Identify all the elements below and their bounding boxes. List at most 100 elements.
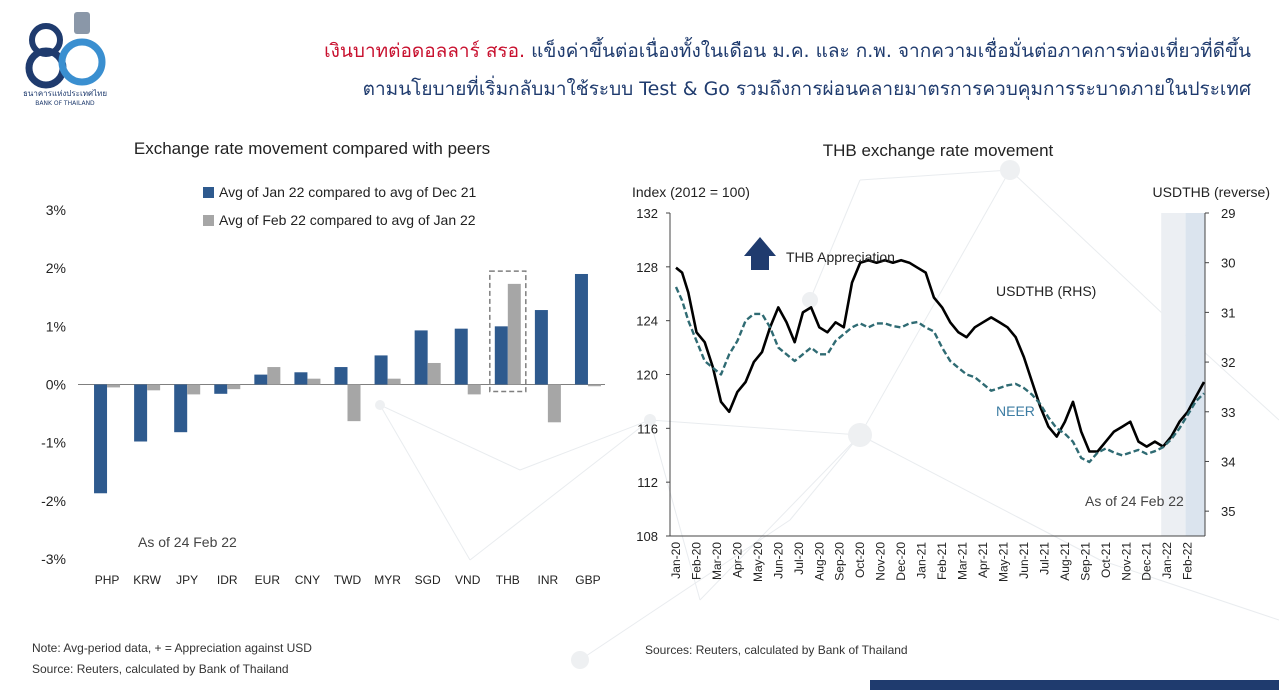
page-headline: เงินบาทต่อดอลลาร์ สรอ. แข็งค่าขึ้นต่อเนื… [241, 32, 1251, 108]
right-y2-tick-label: 34 [1221, 454, 1235, 469]
right-y-axis-label: Index (2012 = 100) [632, 184, 750, 200]
bar-SGD-jan [414, 330, 428, 385]
bar-EUR-jan [254, 374, 268, 385]
right-y2-tick-label: 35 [1221, 504, 1235, 519]
left-x-tick-label: MYR [374, 573, 401, 587]
left-x-tick-label: PHP [95, 573, 120, 587]
bar-THB-jan [494, 326, 508, 385]
right-x-tick-label: Aug-20 [812, 542, 826, 581]
bank-of-thailand-logo: ธนาคารแห่งประเทศไทย BANK OF THAILAND [10, 6, 120, 108]
right-y-tick-label: 116 [637, 421, 658, 436]
right-x-tick-label: Sep-21 [1078, 542, 1092, 581]
right-annotation-date: As of 24 Feb 22 [1085, 493, 1184, 509]
label-neer: NEER [996, 403, 1035, 419]
right-y2-axis-label: USDTHB (reverse) [1153, 184, 1270, 200]
right-y-tick-label: 128 [636, 260, 658, 275]
shade-feb-22 [1185, 213, 1205, 536]
right-y2-tick-label: 32 [1221, 355, 1235, 370]
right-x-tick-label: Oct-20 [853, 542, 867, 578]
left-y-tick-label: 3% [46, 202, 66, 218]
right-x-tick-label: Dec-20 [894, 542, 908, 581]
right-x-tick-label: Jan-22 [1160, 542, 1174, 579]
left-x-tick-label: GBP [575, 573, 600, 587]
bar-MYR-jan [374, 355, 388, 385]
bar-CNY-jan [294, 372, 308, 385]
bar-GBP-jan [574, 273, 588, 385]
bar-CNY-feb [307, 378, 321, 385]
left-y-tick-label: -1% [41, 435, 66, 451]
right-x-tick-label: Feb-22 [1181, 542, 1195, 580]
legend-swatch-feb [203, 215, 214, 226]
bar-IDR-feb [227, 384, 241, 390]
left-x-tick-label: TWD [334, 573, 362, 587]
left-chart-title: Exchange rate movement compared with pee… [134, 139, 490, 158]
right-x-tick-label: Jan-21 [915, 542, 929, 579]
left-x-tick-label: KRW [133, 573, 161, 587]
right-y-tick-label: 108 [636, 529, 658, 544]
right-x-tick-label: Jun-21 [1017, 542, 1031, 579]
legend-swatch-jan [203, 187, 214, 198]
right-x-tick-label: Aug-21 [1058, 542, 1072, 581]
left-y-tick-label: -3% [41, 551, 66, 567]
right-y-tick-label: 120 [636, 368, 658, 383]
appreciation-label: THB Appreciation [786, 249, 895, 265]
bar-IDR-jan [214, 384, 228, 394]
left-y-tick-label: 0% [46, 377, 66, 393]
right-x-tick-label: Jun-20 [771, 542, 785, 579]
bar-PHP-jan [94, 384, 108, 494]
bar-JPY-feb [187, 384, 201, 395]
bar-EUR-feb [267, 367, 281, 385]
bar-VND-jan [454, 328, 468, 385]
headline-line-2: ตามนโยบายที่เริ่มกลับมาใช้ระบบ Test & Go… [362, 78, 1251, 100]
bar-THB-feb [507, 283, 521, 385]
label-usdthb: USDTHB (RHS) [996, 283, 1096, 299]
bar-VND-feb [467, 384, 481, 395]
bar-MYR-feb [387, 378, 401, 385]
right-y-tick-label: 112 [637, 475, 658, 490]
right-x-tick-label: Nov-20 [874, 542, 888, 581]
left-x-tick-label: SGD [415, 573, 441, 587]
bar-TWD-jan [334, 367, 348, 385]
left-annotation-date: As of 24 Feb 22 [138, 534, 237, 550]
bar-JPY-jan [174, 384, 188, 433]
bar-GBP-feb [587, 384, 601, 387]
legend-label-jan: Avg of Jan 22 compared to avg of Dec 21 [219, 184, 477, 200]
left-x-tick-label: JPY [176, 573, 198, 587]
shade-jan-22 [1161, 213, 1186, 536]
headline-highlight: เงินบาทต่อดอลลาร์ สรอ. [324, 40, 526, 62]
series-neer-line [674, 286, 1205, 464]
left-x-tick-label: INR [538, 573, 559, 587]
right-x-tick-label: Jan-20 [669, 542, 683, 579]
right-y-tick-label: 132 [636, 206, 658, 221]
right-x-tick-label: Jul-20 [792, 542, 806, 575]
right-x-tick-label: Sep-20 [833, 542, 847, 581]
right-x-tick-label: May-21 [996, 542, 1010, 582]
left-note: Note: Avg-period data, + = Appreciation … [32, 641, 312, 655]
right-chart-title: THB exchange rate movement [823, 141, 1054, 160]
right-x-tick-label: Nov-21 [1119, 542, 1133, 581]
headline-line1-text: แข็งค่าขึ้นต่อเนื่องทั้งในเดือน ม.ค. และ… [525, 40, 1251, 62]
left-y-tick-label: -2% [41, 493, 66, 509]
bar-KRW-jan [134, 384, 148, 442]
logo-english-text: BANK OF THAILAND [35, 100, 95, 107]
legend-label-feb: Avg of Feb 22 compared to avg of Jan 22 [219, 212, 476, 228]
right-y2-tick-label: 33 [1221, 405, 1235, 420]
right-y-tick-label: 124 [636, 314, 658, 329]
left-x-tick-label: IDR [217, 573, 238, 587]
left-x-tick-label: EUR [255, 573, 281, 587]
series-usdthb-line [675, 258, 1206, 453]
right-x-tick-label: Jul-21 [1037, 542, 1051, 575]
right-x-tick-label: Feb-21 [935, 542, 949, 580]
bar-KRW-feb [147, 384, 161, 391]
right-x-tick-label: Mar-20 [710, 542, 724, 580]
right-x-tick-label: Dec-21 [1140, 542, 1154, 581]
left-source: Source: Reuters, calculated by Bank of T… [32, 662, 289, 676]
thb-line-chart: THB exchange rate movement Index (2012 = … [632, 141, 1270, 582]
bar-INR-feb [547, 384, 561, 423]
left-y-tick-label: 1% [46, 318, 66, 334]
bar-PHP-feb [107, 384, 121, 388]
peer-bar-chart: Exchange rate movement compared with pee… [41, 139, 605, 587]
right-x-tick-label: Oct-21 [1099, 542, 1113, 578]
left-x-tick-label: VND [455, 573, 481, 587]
